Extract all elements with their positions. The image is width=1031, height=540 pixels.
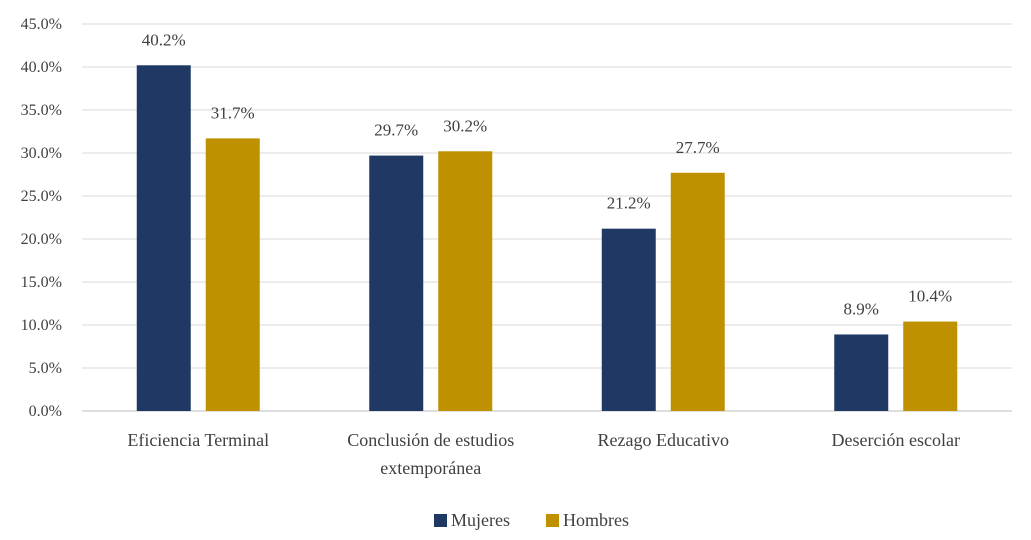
data-labels: 40.2% 31.7% 29.7% 30.2% 21.2% 27.7% 8.9% 10.4% bbox=[142, 30, 952, 318]
legend-label: Mujeres bbox=[451, 510, 510, 530]
bar-hombres-3 bbox=[903, 321, 958, 411]
legend: Mujeres Hombres bbox=[434, 510, 629, 530]
x-category-label: Conclusión de estudios bbox=[347, 430, 514, 450]
x-category-label: Deserción escolar bbox=[832, 430, 960, 450]
data-label: 10.4% bbox=[908, 287, 952, 306]
bar-hombres-0 bbox=[205, 138, 260, 411]
bars bbox=[136, 65, 958, 411]
y-tick-label: 25.0% bbox=[21, 188, 62, 205]
legend-label: Hombres bbox=[563, 510, 629, 530]
y-tick-label: 10.0% bbox=[21, 317, 62, 334]
data-label: 31.7% bbox=[211, 103, 255, 122]
y-tick-label: 45.0% bbox=[21, 16, 62, 33]
legend-swatch-mujeres bbox=[434, 514, 447, 527]
data-label: 30.2% bbox=[443, 116, 487, 135]
bar-mujeres-1 bbox=[369, 155, 424, 411]
data-label: 8.9% bbox=[844, 299, 879, 318]
x-category-label: Eficiencia Terminal bbox=[127, 430, 269, 450]
legend-swatch-hombres bbox=[546, 514, 559, 527]
x-axis: Eficiencia Terminal Conclusión de estudio… bbox=[127, 430, 960, 478]
data-label: 29.7% bbox=[374, 121, 418, 140]
bar-mujeres-0 bbox=[136, 65, 191, 411]
x-category-label: Rezago Educativo bbox=[598, 430, 729, 450]
y-tick-label: 30.0% bbox=[21, 145, 62, 162]
y-tick-label: 35.0% bbox=[21, 102, 62, 119]
bar-mujeres-3 bbox=[834, 334, 889, 411]
bar-mujeres-2 bbox=[601, 228, 656, 411]
x-category-label: extemporánea bbox=[380, 458, 481, 478]
y-tick-label: 0.0% bbox=[29, 403, 62, 420]
y-tick-label: 20.0% bbox=[21, 231, 62, 248]
y-axis: 0.0% 5.0% 10.0% 15.0% 20.0% 25.0% 30.0% 35.0% 40… bbox=[21, 16, 62, 420]
data-label: 21.2% bbox=[607, 194, 651, 213]
data-label: 40.2% bbox=[142, 30, 186, 49]
data-label: 27.7% bbox=[676, 138, 720, 157]
bar-hombres-2 bbox=[670, 172, 725, 411]
y-tick-label: 40.0% bbox=[21, 59, 62, 76]
bar-hombres-1 bbox=[438, 151, 493, 411]
y-tick-label: 5.0% bbox=[29, 360, 62, 377]
y-tick-label: 15.0% bbox=[21, 274, 62, 291]
